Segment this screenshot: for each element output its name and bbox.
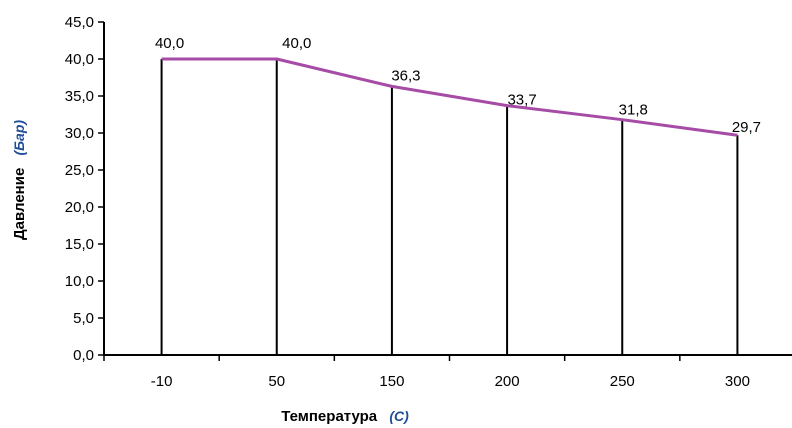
x-tick-label: 250	[610, 373, 635, 390]
y-tick-label: 40,0	[65, 51, 94, 68]
y-axis-unit: (Бар)	[11, 120, 27, 156]
y-tick-label: 10,0	[65, 273, 94, 290]
y-axis-title-text: Давление	[11, 168, 28, 240]
y-tick-label: 15,0	[65, 236, 94, 253]
data-label: 40,0	[282, 35, 311, 52]
x-ticks: -10 50 150 200 250 300	[103, 355, 750, 390]
x-axis-title-text: Температура	[281, 408, 378, 425]
drop-lines	[160, 59, 739, 355]
x-tick-label: 50	[268, 373, 285, 390]
x-axis-title: Температура (C)	[281, 408, 409, 425]
y-tick-label: 45,0	[65, 14, 94, 31]
y-axis-title: Давление (Бар)	[11, 120, 28, 240]
y-tick-label: 5,0	[73, 310, 94, 327]
x-axis-unit: (C)	[389, 408, 409, 424]
data-label: 33,7	[507, 92, 536, 109]
y-ticks: 0,0 5,0 10,0 15,0 20,0 25,0 30,0 35,0 40,0 45,0	[65, 14, 104, 364]
y-tick-label: 0,0	[73, 347, 94, 364]
x-tick-label: 200	[495, 373, 520, 390]
data-label: 36,3	[391, 67, 420, 84]
data-label: 40,0	[155, 35, 184, 52]
x-tick-label: -10	[151, 373, 173, 390]
data-label: 31,8	[619, 102, 648, 119]
series-line	[161, 57, 738, 137]
data-labels: 40,0 40,0 36,3 33,7 31,8 29,7	[155, 35, 761, 136]
y-tick-label: 20,0	[65, 199, 94, 216]
y-tick-label: 30,0	[65, 125, 94, 142]
y-tick-label: 25,0	[65, 162, 94, 179]
data-label: 29,7	[732, 119, 761, 136]
x-tick-label: 150	[379, 373, 404, 390]
y-tick-label: 35,0	[65, 88, 94, 105]
x-tick-label: 300	[725, 373, 750, 390]
